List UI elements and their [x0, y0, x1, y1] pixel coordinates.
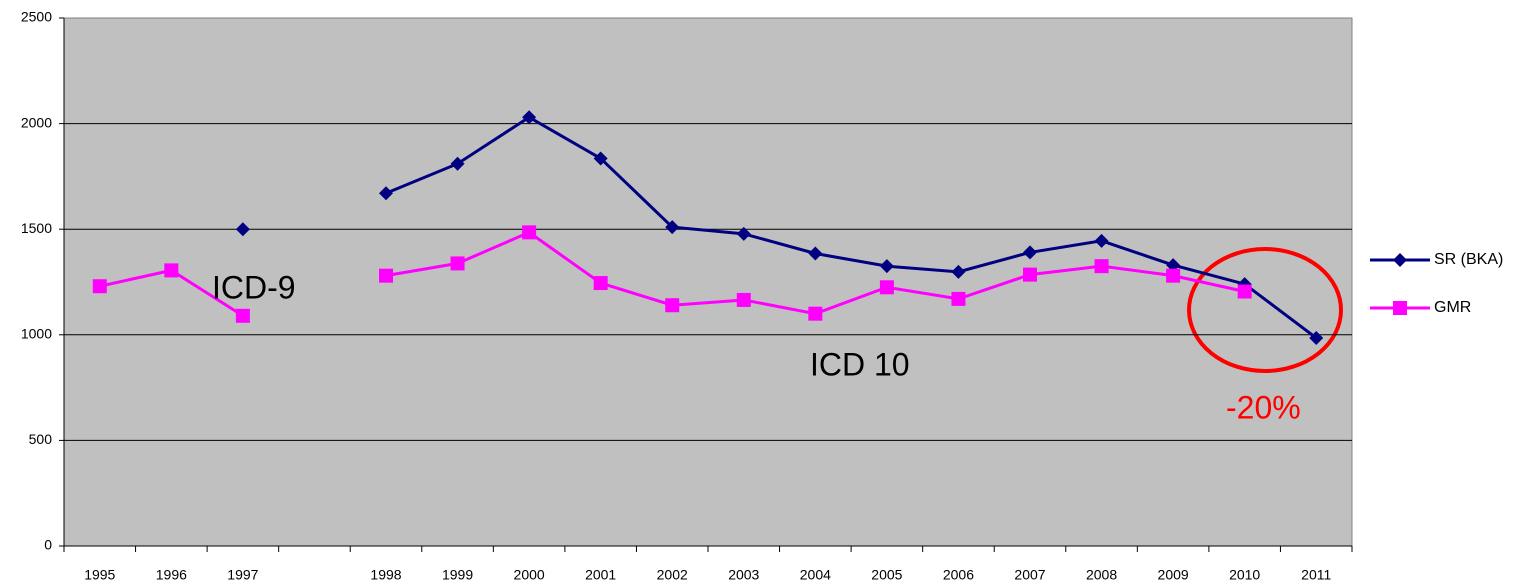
data-point [1094, 259, 1109, 274]
data-point [379, 268, 393, 283]
legend-marker [1393, 301, 1407, 315]
data-point [665, 220, 680, 235]
x-tick-label: 2011 [1301, 567, 1331, 583]
x-tick-label: 1995 [84, 567, 115, 583]
annotation: ICD 10 [810, 346, 910, 382]
x-tick-label: 2001 [585, 567, 616, 583]
data-point [951, 264, 966, 279]
data-point [522, 225, 537, 240]
x-tick-label: 2000 [514, 567, 545, 583]
x-tick-label: 2009 [1158, 567, 1189, 583]
x-tick-label: 2002 [657, 567, 688, 583]
legend-marker [1393, 253, 1407, 267]
x-tick-label: 2007 [1014, 567, 1045, 583]
y-tick-label: 2500 [21, 9, 52, 25]
data-point [879, 280, 894, 295]
annotation: -20% [1226, 389, 1301, 425]
data-point [164, 263, 179, 278]
x-tick-label: 2008 [1086, 567, 1117, 583]
series-line [385, 115, 1318, 340]
highlight-circle [1187, 247, 1343, 373]
y-tick-label: 500 [29, 431, 53, 447]
annotation: ICD-9 [212, 269, 296, 305]
data-point [808, 246, 823, 261]
x-tick-label: 1997 [227, 567, 258, 583]
data-point [450, 156, 465, 171]
data-point [665, 298, 680, 313]
y-tick-label: 0 [44, 537, 52, 553]
data-point [1237, 284, 1252, 299]
data-point [235, 308, 250, 323]
y-tick-label: 2000 [21, 114, 52, 130]
data-point [736, 226, 751, 241]
data-point [1166, 268, 1181, 283]
data-point [808, 306, 823, 321]
x-tick-label: 1999 [442, 567, 473, 583]
data-point [522, 110, 537, 125]
plot-area [63, 17, 1353, 547]
data-point [235, 222, 250, 237]
x-tick-label: 2010 [1229, 567, 1260, 583]
y-tick-label: 1500 [21, 220, 52, 236]
data-point [1309, 330, 1324, 345]
data-point [1094, 233, 1109, 248]
data-point [1023, 267, 1037, 282]
data-point [379, 186, 393, 201]
x-tick-label: 2006 [943, 567, 974, 583]
data-point [593, 151, 608, 166]
x-tick-label: 1996 [156, 567, 187, 583]
data-point [736, 292, 751, 307]
x-tick-label: 2003 [728, 567, 759, 583]
data-point [879, 259, 894, 274]
data-point [1166, 258, 1181, 273]
legend-label: SR (BKA) [1434, 251, 1503, 268]
data-point [951, 291, 966, 306]
data-point [450, 256, 465, 271]
x-tick-label: 2005 [871, 567, 902, 583]
y-tick-label: 1000 [21, 326, 52, 342]
data-point [1023, 245, 1037, 260]
x-tick-label: 1998 [370, 567, 401, 583]
x-tick-label: 2004 [800, 567, 831, 583]
data-point [92, 279, 107, 294]
legend-label: GMR [1434, 299, 1471, 316]
data-point [593, 276, 608, 291]
